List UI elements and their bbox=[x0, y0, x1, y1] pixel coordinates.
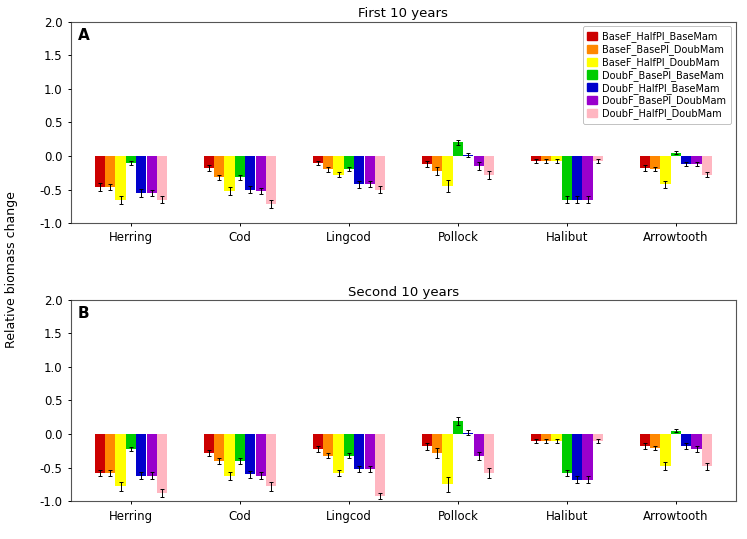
Text: Relative biomass change: Relative biomass change bbox=[4, 191, 18, 348]
Bar bbox=[422, 156, 432, 164]
Bar bbox=[702, 434, 712, 466]
Bar bbox=[224, 434, 235, 476]
Bar bbox=[562, 156, 572, 199]
Text: B: B bbox=[78, 306, 89, 321]
Bar bbox=[266, 156, 276, 204]
Bar bbox=[255, 434, 266, 476]
Bar bbox=[375, 156, 385, 190]
Bar bbox=[204, 434, 214, 453]
Bar bbox=[224, 156, 235, 191]
Bar bbox=[125, 156, 136, 163]
Bar bbox=[116, 156, 125, 199]
Bar bbox=[474, 156, 483, 166]
Bar bbox=[484, 434, 494, 473]
Bar bbox=[541, 434, 551, 441]
Bar bbox=[541, 156, 551, 161]
Bar bbox=[235, 156, 245, 177]
Bar bbox=[432, 434, 442, 453]
Title: First 10 years: First 10 years bbox=[359, 8, 448, 20]
Bar bbox=[157, 156, 167, 199]
Bar bbox=[204, 156, 214, 168]
Bar bbox=[463, 155, 474, 156]
Bar bbox=[105, 434, 115, 473]
Bar bbox=[125, 434, 136, 449]
Bar bbox=[95, 156, 105, 187]
Bar bbox=[453, 420, 463, 434]
Bar bbox=[639, 156, 650, 168]
Bar bbox=[422, 434, 432, 446]
Bar bbox=[572, 156, 583, 199]
Bar bbox=[474, 434, 483, 455]
Bar bbox=[671, 153, 681, 156]
Bar bbox=[105, 156, 115, 187]
Bar bbox=[333, 434, 344, 473]
Bar bbox=[530, 156, 541, 161]
Bar bbox=[146, 434, 157, 476]
Bar bbox=[365, 156, 375, 184]
Bar bbox=[214, 156, 224, 177]
Bar bbox=[333, 156, 344, 175]
Bar bbox=[235, 434, 245, 461]
Bar bbox=[702, 156, 712, 175]
Bar bbox=[692, 434, 701, 449]
Bar bbox=[432, 156, 442, 171]
Bar bbox=[660, 156, 671, 184]
Bar bbox=[583, 434, 592, 480]
Bar bbox=[136, 434, 146, 476]
Bar bbox=[323, 434, 333, 455]
Bar bbox=[245, 156, 255, 190]
Bar bbox=[551, 434, 562, 441]
Bar bbox=[313, 156, 323, 163]
Bar bbox=[354, 434, 365, 469]
Bar bbox=[354, 156, 365, 184]
Bar bbox=[344, 156, 354, 169]
Bar bbox=[214, 434, 224, 461]
Bar bbox=[365, 434, 375, 469]
Bar bbox=[95, 434, 105, 473]
Bar bbox=[639, 434, 650, 446]
Bar bbox=[583, 156, 592, 199]
Bar bbox=[146, 156, 157, 193]
Text: A: A bbox=[78, 27, 90, 43]
Bar bbox=[344, 434, 354, 455]
Bar bbox=[442, 434, 453, 485]
Bar bbox=[530, 434, 541, 441]
Bar bbox=[453, 142, 463, 156]
Bar bbox=[484, 156, 494, 175]
Bar bbox=[572, 434, 583, 480]
Bar bbox=[650, 434, 660, 447]
Bar bbox=[313, 434, 323, 449]
Bar bbox=[692, 156, 701, 164]
Bar bbox=[681, 434, 691, 446]
Bar bbox=[157, 434, 167, 493]
Bar bbox=[551, 156, 562, 161]
Bar bbox=[245, 434, 255, 474]
Legend: BaseF_HalfPl_BaseMam, BaseF_BasePl_DoubMam, BaseF_HalfPl_DoubMam, DoubF_BasePl_B: BaseF_HalfPl_BaseMam, BaseF_BasePl_DoubM… bbox=[583, 26, 731, 124]
Bar bbox=[650, 156, 660, 169]
Bar bbox=[593, 434, 603, 441]
Bar bbox=[681, 156, 691, 164]
Bar bbox=[463, 433, 474, 434]
Bar bbox=[255, 156, 266, 191]
Bar bbox=[593, 156, 603, 161]
Title: Second 10 years: Second 10 years bbox=[348, 286, 459, 299]
Bar bbox=[266, 434, 276, 487]
Bar bbox=[442, 156, 453, 186]
Bar bbox=[136, 156, 146, 193]
Bar bbox=[375, 434, 385, 496]
Bar bbox=[562, 434, 572, 473]
Bar bbox=[660, 434, 671, 466]
Bar bbox=[116, 434, 125, 487]
Bar bbox=[671, 431, 681, 434]
Bar bbox=[323, 156, 333, 169]
